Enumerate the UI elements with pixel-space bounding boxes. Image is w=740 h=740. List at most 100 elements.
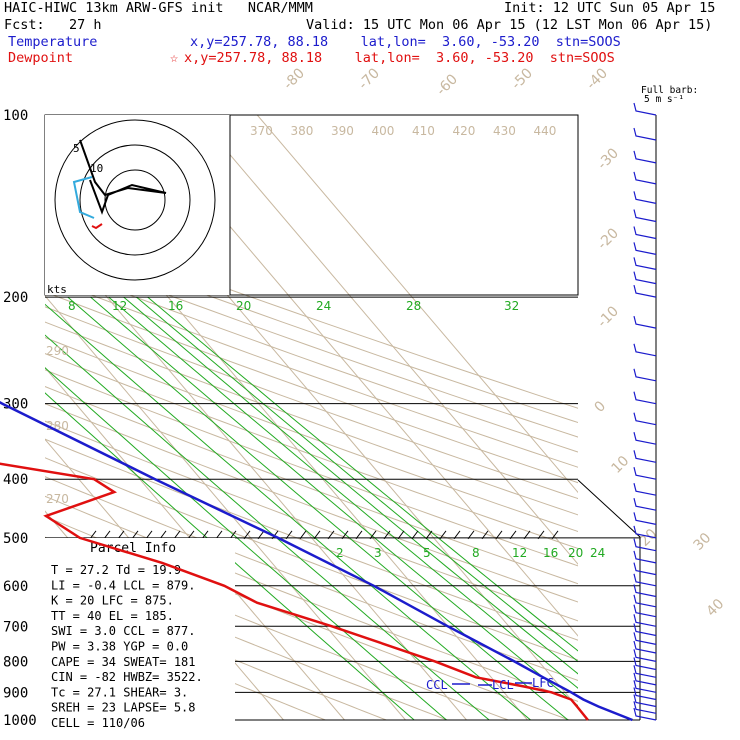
parcel-row: PW = 3.38 YGP = 0.0	[51, 640, 188, 654]
dry-adiabat-lines	[45, 221, 578, 720]
full-barb-label: Full barb:	[641, 85, 699, 96]
wind-barb	[633, 649, 657, 662]
wind-barb	[633, 694, 657, 708]
theta-labels: 370 380 390 400 410 420 430 440 290 280 270	[46, 124, 556, 506]
isobar-hatch	[89, 530, 97, 540]
wind-barb	[633, 150, 657, 164]
isotherm-label: -70	[356, 65, 383, 92]
isobar-hatch	[271, 530, 279, 540]
theta-label: 380	[291, 124, 314, 138]
wind-barb	[633, 209, 657, 223]
isotherm-line	[195, 115, 578, 565]
isotherm-label: -30	[595, 145, 622, 172]
theta-label: 430	[493, 124, 516, 138]
pressure-label: 100	[3, 108, 28, 124]
dry-adiabat-line	[45, 580, 387, 720]
temperature-legend-info: x,y=257.78, 88.18 lat,lon= 3.60, -53.20 …	[190, 34, 621, 50]
wind-barb	[633, 604, 657, 618]
hodograph-ring-label: 5	[73, 142, 80, 155]
wind-barb	[633, 450, 657, 463]
wind-barb	[633, 550, 657, 564]
isotherm-label: 40	[704, 596, 728, 620]
wind-barb	[633, 665, 657, 678]
dry-adiabat-line	[45, 420, 578, 622]
isobar-hatch	[285, 530, 293, 540]
isobar-hatch	[187, 530, 195, 540]
wind-barb	[633, 687, 657, 701]
valid-time: Valid: 15 UTC Mon 06 Apr 15 (12 LST Mon …	[306, 17, 713, 33]
parcel-row: Tc = 27.1 SHEAR= 3.	[51, 685, 188, 699]
dry-adiabat-line	[45, 234, 578, 424]
temperature-legend-label: Temperature	[8, 34, 98, 50]
isotherm-label: -40	[584, 65, 611, 92]
wind-barb	[633, 226, 657, 240]
pressure-label: 700	[3, 619, 28, 635]
pressure-label: 800	[3, 654, 28, 670]
pressure-axis-labels: 100 200 300 400 500 600 700 800 900 1000	[3, 108, 37, 729]
wind-barb	[633, 623, 657, 637]
wind-barb	[633, 284, 657, 298]
parcel-row: T = 27.2 Td = 19.9	[51, 563, 181, 577]
parcel-row: SWI = 3.0 CCL = 877.	[51, 624, 196, 638]
dry-adiabat-line	[45, 353, 578, 549]
isobar-hatch	[467, 530, 475, 540]
wind-barbs	[633, 102, 657, 721]
isotherm-line	[256, 115, 578, 494]
hodograph-trace-low	[72, 176, 95, 219]
parcel-row: LI = -0.4 LCL = 879.	[51, 578, 196, 592]
theta-label: 410	[412, 124, 435, 138]
pressure-label: 900	[3, 685, 28, 701]
dry-adiabat-line	[45, 221, 578, 409]
mixing-ratio-label: 24	[590, 546, 605, 560]
isobar-hatch	[355, 530, 363, 540]
init-time: Init: 12 UTC Sun 05 Apr 15	[504, 0, 716, 16]
wind-barb	[633, 432, 657, 445]
mixing-ratio-label: 20	[568, 546, 583, 560]
isotherm-label: 10	[609, 453, 633, 477]
theta-label: 370	[250, 124, 273, 138]
isobar-hatch	[243, 530, 251, 540]
mixing-ratio-label: 12	[512, 546, 527, 560]
dry-adiabat-line	[45, 438, 578, 641]
wind-barb	[633, 680, 657, 693]
wind-barb	[633, 242, 657, 255]
wind-barb	[633, 191, 657, 204]
hodograph-trace	[79, 139, 167, 215]
wind-barb	[633, 512, 657, 525]
mixing-ratio-label: 32	[504, 299, 519, 313]
dewpoint-legend-marker: ☆	[170, 50, 179, 66]
lfc-label: LFC	[532, 676, 554, 690]
frame-slant	[577, 479, 641, 720]
isotherm-line	[45, 295, 406, 720]
theta-label: 270	[46, 492, 69, 506]
wind-barb	[633, 102, 657, 116]
isobar-hatch	[215, 530, 223, 540]
isobar-hatch	[313, 530, 321, 540]
dry-adiabat-line	[45, 248, 578, 438]
wind-barb	[633, 538, 657, 552]
isotherm-label: -20	[595, 225, 622, 252]
isotherm-label: 0	[592, 398, 610, 416]
wind-barb	[633, 391, 657, 405]
pressure-label: 1000	[3, 713, 37, 729]
parcel-title: Parcel Info	[90, 541, 176, 556]
wind-barb	[633, 257, 657, 270]
isobar-hatch	[495, 530, 503, 540]
isotherm-label: -80	[281, 65, 308, 92]
dry-adiabat-line	[45, 476, 578, 681]
isobar-hatch	[397, 530, 405, 540]
wind-barb	[633, 614, 657, 627]
theta-label: 280	[46, 419, 69, 433]
wind-barb	[633, 271, 657, 285]
wind-barb	[633, 412, 657, 426]
mixing-ratio-label: 28	[406, 299, 421, 313]
wind-barb	[633, 315, 657, 329]
isotherm-label: 30	[691, 530, 715, 554]
isobar-hatch	[201, 530, 209, 540]
level-markers: ELCCLLCLLFC	[426, 676, 554, 692]
ccl-label: CCL	[426, 678, 448, 692]
mixing-ratio-label: 16	[168, 299, 183, 313]
pressure-label: 500	[3, 531, 28, 547]
